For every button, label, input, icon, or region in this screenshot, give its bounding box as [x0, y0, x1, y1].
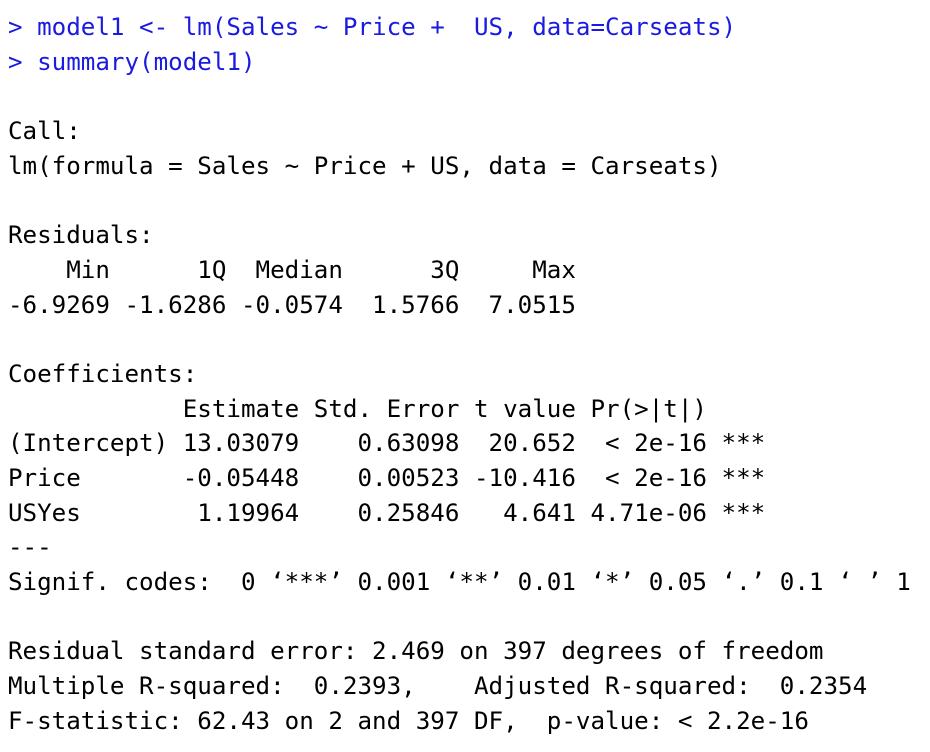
coefficients-columns: Estimate Std. Error t value Pr(>|t|) — [8, 394, 766, 423]
signif-codes: Signif. codes: 0 ‘***’ 0.001 ‘**’ 0.01 ‘… — [8, 568, 911, 596]
residuals-values: -6.9269 -1.6286 -0.0574 1.5766 7.0515 — [8, 290, 591, 319]
blank-line — [8, 79, 926, 114]
f-statistic-line: F-statistic: 62.43 on 2 and 397 DF, p-va… — [8, 706, 809, 735]
blank-line — [8, 600, 926, 635]
command-line-model1: > model1 <- lm(Sales ~ Price + US, data=… — [8, 13, 737, 41]
residuals-header: Residuals: — [8, 221, 154, 250]
coefficient-row-price: Price -0.05448 0.00523 -10.416 < 2e-16 *… — [8, 463, 766, 492]
separator-line: --- — [8, 533, 52, 562]
r-console: > model1 <- lm(Sales ~ Price + US, data=… — [8, 10, 926, 738]
blank-line — [8, 322, 926, 357]
command-line-summary: > summary(model1) — [8, 47, 256, 76]
coefficients-header: Coefficients: — [8, 359, 198, 388]
coefficient-row-usyes: USYes 1.19964 0.25846 4.641 4.71e-06 *** — [8, 498, 766, 527]
residual-standard-error: Residual standard error: 2.469 on 397 de… — [8, 637, 824, 666]
coefficient-row-intercept: (Intercept) 13.03079 0.63098 20.652 < 2e… — [8, 429, 766, 458]
call-formula: lm(formula = Sales ~ Price + US, data = … — [8, 151, 722, 180]
call-header: Call: — [8, 117, 81, 146]
blank-line — [8, 183, 926, 218]
residuals-columns: Min 1Q Median 3Q Max — [8, 255, 591, 284]
r-squared-line: Multiple R-squared: 0.2393, Adjusted R-s… — [8, 672, 882, 701]
